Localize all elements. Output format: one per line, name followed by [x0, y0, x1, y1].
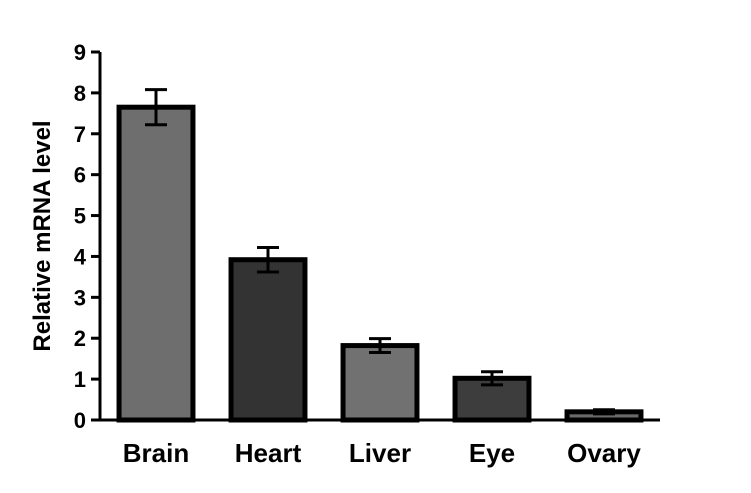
y-tick-label: 8: [74, 81, 86, 106]
x-tick-label-heart: Heart: [235, 438, 302, 468]
bar-brain: [116, 104, 196, 423]
y-tick-label: 0: [74, 408, 86, 433]
x-tick-label-ovary: Ovary: [567, 438, 641, 468]
y-tick-label: 4: [74, 244, 87, 269]
error-bars-group: [145, 88, 615, 416]
y-tick-label: 9: [74, 40, 86, 65]
bar-liver: [340, 343, 420, 423]
y-axis-label: Relative mRNA level: [29, 120, 56, 351]
y-tick-label: 2: [74, 326, 86, 351]
x-tick-label-brain: Brain: [123, 438, 189, 468]
y-tick-label: 5: [74, 204, 86, 229]
x-tick-label-eye: Eye: [469, 438, 515, 468]
x-tick-label-liver: Liver: [349, 438, 411, 468]
y-axis: 0 1 2 3 4 5 6 7 8 9: [74, 40, 102, 433]
bar-heart: [228, 257, 308, 423]
y-tick-label: 7: [74, 122, 86, 147]
bars-group: [116, 104, 644, 423]
y-tick-label: 6: [74, 163, 86, 188]
x-axis: Brain Heart Liver Eye Ovary: [98, 418, 660, 468]
y-tick-label: 1: [74, 367, 86, 392]
y-tick-label: 3: [74, 285, 86, 310]
